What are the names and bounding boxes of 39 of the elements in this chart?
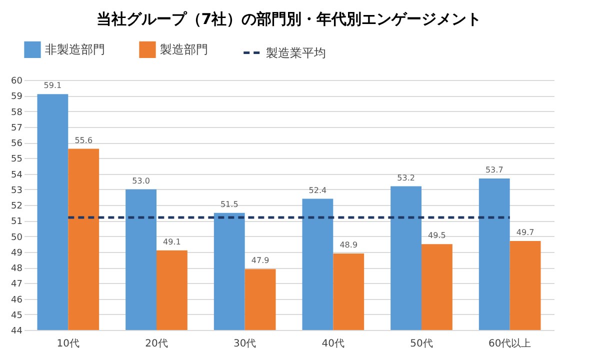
y-tick-label: 54 <box>11 170 23 180</box>
data-label: 53.7 <box>485 165 504 174</box>
y-tick-label: 53 <box>11 186 22 196</box>
data-label: 53.2 <box>397 173 415 182</box>
x-tick-label: 60代以上 <box>488 338 532 350</box>
data-label: 55.6 <box>74 136 93 145</box>
legend-label: 製造業平均 <box>266 46 326 60</box>
legend-label: 製造部門 <box>160 42 208 57</box>
y-tick-label: 60 <box>11 76 23 86</box>
y-tick-label: 44 <box>11 326 23 336</box>
x-tick-label: 40代 <box>322 338 345 350</box>
data-label: 52.4 <box>308 186 327 195</box>
y-tick-label: 59 <box>11 92 23 102</box>
chart-title: 当社グループ（7社）の部門別・年代別エンゲージメント <box>96 10 482 28</box>
y-tick-label: 52 <box>11 202 22 212</box>
y-tick-label: 55 <box>11 154 22 165</box>
data-label: 49.7 <box>516 228 534 237</box>
data-label: 49.1 <box>163 237 181 246</box>
y-tick-label: 56 <box>11 139 23 149</box>
y-tick-label: 50 <box>11 232 23 243</box>
data-label: 53.0 <box>132 176 150 186</box>
data-label: 51.5 <box>220 200 238 209</box>
y-tick-label: 47 <box>11 280 22 290</box>
data-label: 47.9 <box>251 256 270 266</box>
data-label: 49.5 <box>428 231 446 240</box>
y-tick-label: 58 <box>11 108 23 118</box>
x-tick-label: 50代 <box>410 338 433 350</box>
y-tick-label: 46 <box>11 295 23 306</box>
x-tick-label: 10代 <box>56 338 80 350</box>
data-label: 59.1 <box>44 81 62 90</box>
x-tick-label: 30代 <box>233 338 256 350</box>
y-tick-label: 49 <box>11 248 23 258</box>
data-label: 48.9 <box>340 240 358 250</box>
y-tick-label: 45 <box>11 310 22 321</box>
y-tick-label: 57 <box>11 123 22 134</box>
x-tick-label: 20代 <box>145 338 168 350</box>
legend-label: 非製造部門 <box>45 42 105 57</box>
y-tick-label: 51 <box>11 217 22 228</box>
y-tick-label: 48 <box>11 264 23 274</box>
